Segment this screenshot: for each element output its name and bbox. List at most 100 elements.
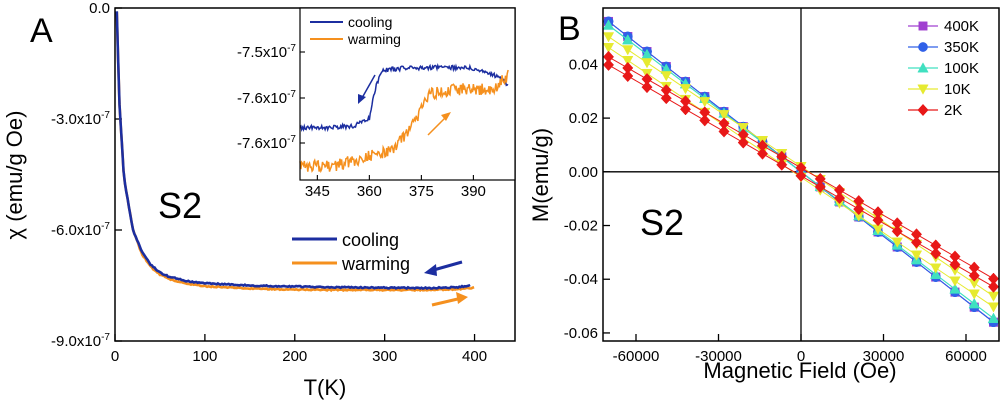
legend-b-350K-label: 350K	[944, 39, 979, 56]
panel-a-x-tick-label: 0	[111, 348, 119, 365]
inset-x-ticks: 345 360 375 390	[305, 175, 486, 200]
panel-b-10K-point	[660, 71, 672, 82]
panel-b-x-ticks: -60000 -30000 0 30000 60000	[613, 334, 987, 365]
panel-b-10K-point	[699, 97, 711, 108]
inset-series	[299, 62, 509, 174]
panel-a-sample-label: S2	[158, 185, 202, 226]
panel-b-x-label: Magnetic Field (Oe)	[703, 358, 896, 383]
legend-b-10K-marker	[917, 84, 929, 95]
inset-legend-cooling-label: cooling	[348, 14, 392, 30]
panel-b-10K-point	[968, 289, 980, 300]
panel-a-x-label: T(K)	[304, 375, 347, 400]
panel-b-10K-point	[622, 45, 634, 56]
panel-b-100K-point	[602, 19, 615, 30]
legend-b-400K-label: 400K	[944, 18, 979, 35]
inset-x-tick-label: 375	[409, 183, 434, 200]
panel-a-y-tick-label: 0.0	[89, 0, 110, 17]
panel-b-2K-point	[987, 280, 1000, 293]
panel-a-cooling-curve	[115, 11, 471, 291]
panel-b-x-tick-label: 60000	[945, 348, 987, 365]
panel-b-100K-point	[968, 298, 980, 309]
panel-b-2K-point	[795, 169, 807, 182]
panel-b-series	[602, 16, 1000, 328]
panel-b-2K-point	[756, 147, 769, 160]
inset-y-ticks: -7.5x10-7 -7.6x10-7 -7.6x10-7	[237, 43, 305, 152]
panel-b-2K-point	[602, 58, 615, 72]
legend-b-10K-label: 10K	[944, 81, 971, 98]
panel-a-x-tick-label: 400	[462, 348, 487, 365]
inset-warming-curve	[299, 69, 509, 174]
panel-b-y-ticks: 0.04 0.02 0.00 -0.02 -0.04 -0.06	[564, 56, 610, 342]
legend-b-2K-marker	[917, 103, 929, 117]
inset-y-tick-label: -7.5x10-7	[237, 43, 296, 61]
panel-a-x-tick-label: 300	[372, 348, 397, 365]
panel-b-2K-point	[641, 81, 653, 94]
panel-b-2K-point	[622, 69, 634, 83]
panel-b-y-label: M(emu/g)	[528, 128, 553, 222]
panel-b-2K-point	[872, 214, 884, 227]
inset-background	[300, 8, 515, 180]
panel-b-10K-point	[718, 110, 730, 121]
panel-b-2K-point	[891, 225, 903, 238]
inset-cooling-arrow	[358, 74, 376, 104]
inset-cooling-curve	[299, 62, 509, 133]
inset-y-tick-label: -7.6x10-7	[237, 89, 296, 107]
warming-direction-arrow	[431, 292, 468, 307]
panel-b-2K-point	[930, 247, 942, 260]
panel-b-2K-point	[660, 92, 672, 105]
panel-a-y-ticks: 0.0 -3.0x10-7 -6.0x10-7 -9.0x10-7	[51, 0, 122, 350]
cooling-direction-arrow	[424, 260, 463, 276]
panel-b-10K-point	[641, 58, 653, 69]
inset-x-tick-label: 390	[461, 183, 486, 200]
panel-b-10K-point	[602, 43, 615, 54]
panel-b-10K-point	[622, 55, 634, 67]
panel-b-10K-point	[987, 291, 1000, 302]
panel-b-y-tick-label: -0.06	[564, 325, 598, 342]
panel-b-10K-point	[949, 276, 961, 287]
inset-x-tick-label: 345	[305, 183, 330, 200]
panel-b-2K-point	[679, 103, 692, 116]
panel-a-warming-curve	[115, 11, 475, 293]
panel-b-sample-label: S2	[640, 202, 684, 243]
panel-b-10K-point	[891, 237, 903, 248]
panel-b-100K-point	[949, 283, 961, 294]
panel-b-letter: B	[558, 10, 581, 48]
panel-b-10K-point	[602, 32, 615, 43]
panel-b-10K-point	[679, 84, 692, 95]
panel-b-y-tick-label: 0.00	[569, 164, 598, 181]
inset-legend-warming-label: warming	[347, 31, 401, 47]
panel-a-y-label: χ (emu/g Oe)	[2, 111, 27, 240]
panel-b-2K-point	[910, 236, 923, 249]
panel-b-frame	[602, 7, 1000, 342]
panel-b-10K-point	[987, 302, 1000, 313]
panel-b-10K-point	[930, 263, 942, 274]
panel-b-2K-point	[737, 136, 749, 149]
legend-b-2K-label: 2K	[944, 102, 962, 119]
panel-a-letter: A	[30, 12, 53, 50]
panel-b-100K-point	[987, 312, 1000, 323]
legend-a-cooling-label: cooling	[342, 230, 399, 250]
panel-b-2K-point	[949, 258, 961, 271]
panel-b-y-tick-label: -0.02	[564, 218, 598, 235]
panel-b-10K-point	[737, 123, 749, 134]
panel-b-x-tick-label: -60000	[613, 348, 660, 365]
panel-b-2K-point	[776, 158, 788, 171]
panel-a-y-tick-label: -3.0x10-7	[51, 110, 110, 128]
panel-a-y-tick-label: -9.0x10-7	[51, 332, 110, 350]
panel-b-x-tick-label: 0	[797, 348, 805, 365]
panel-b-legend: 400K 350K 100K 10K 2K	[908, 18, 979, 119]
panel-b-2K-point	[968, 269, 980, 282]
inset-x-tick-label: 360	[357, 183, 382, 200]
panel-b-100K-point	[930, 268, 942, 279]
panel-a-series	[115, 11, 475, 293]
inset-frame	[299, 7, 516, 181]
panel-b-2K-point	[718, 125, 730, 138]
panel-b-y-tick-label: 0.04	[569, 56, 598, 73]
legend-b-350K-marker	[918, 42, 928, 52]
legend-b-100K-marker	[917, 62, 929, 73]
inset-warming-arrow	[427, 112, 451, 136]
legend-b-400K-marker	[918, 21, 928, 31]
panel-b-2K-point	[814, 180, 826, 194]
panel-a-x-ticks: 0 100 200 300 400	[111, 334, 487, 365]
